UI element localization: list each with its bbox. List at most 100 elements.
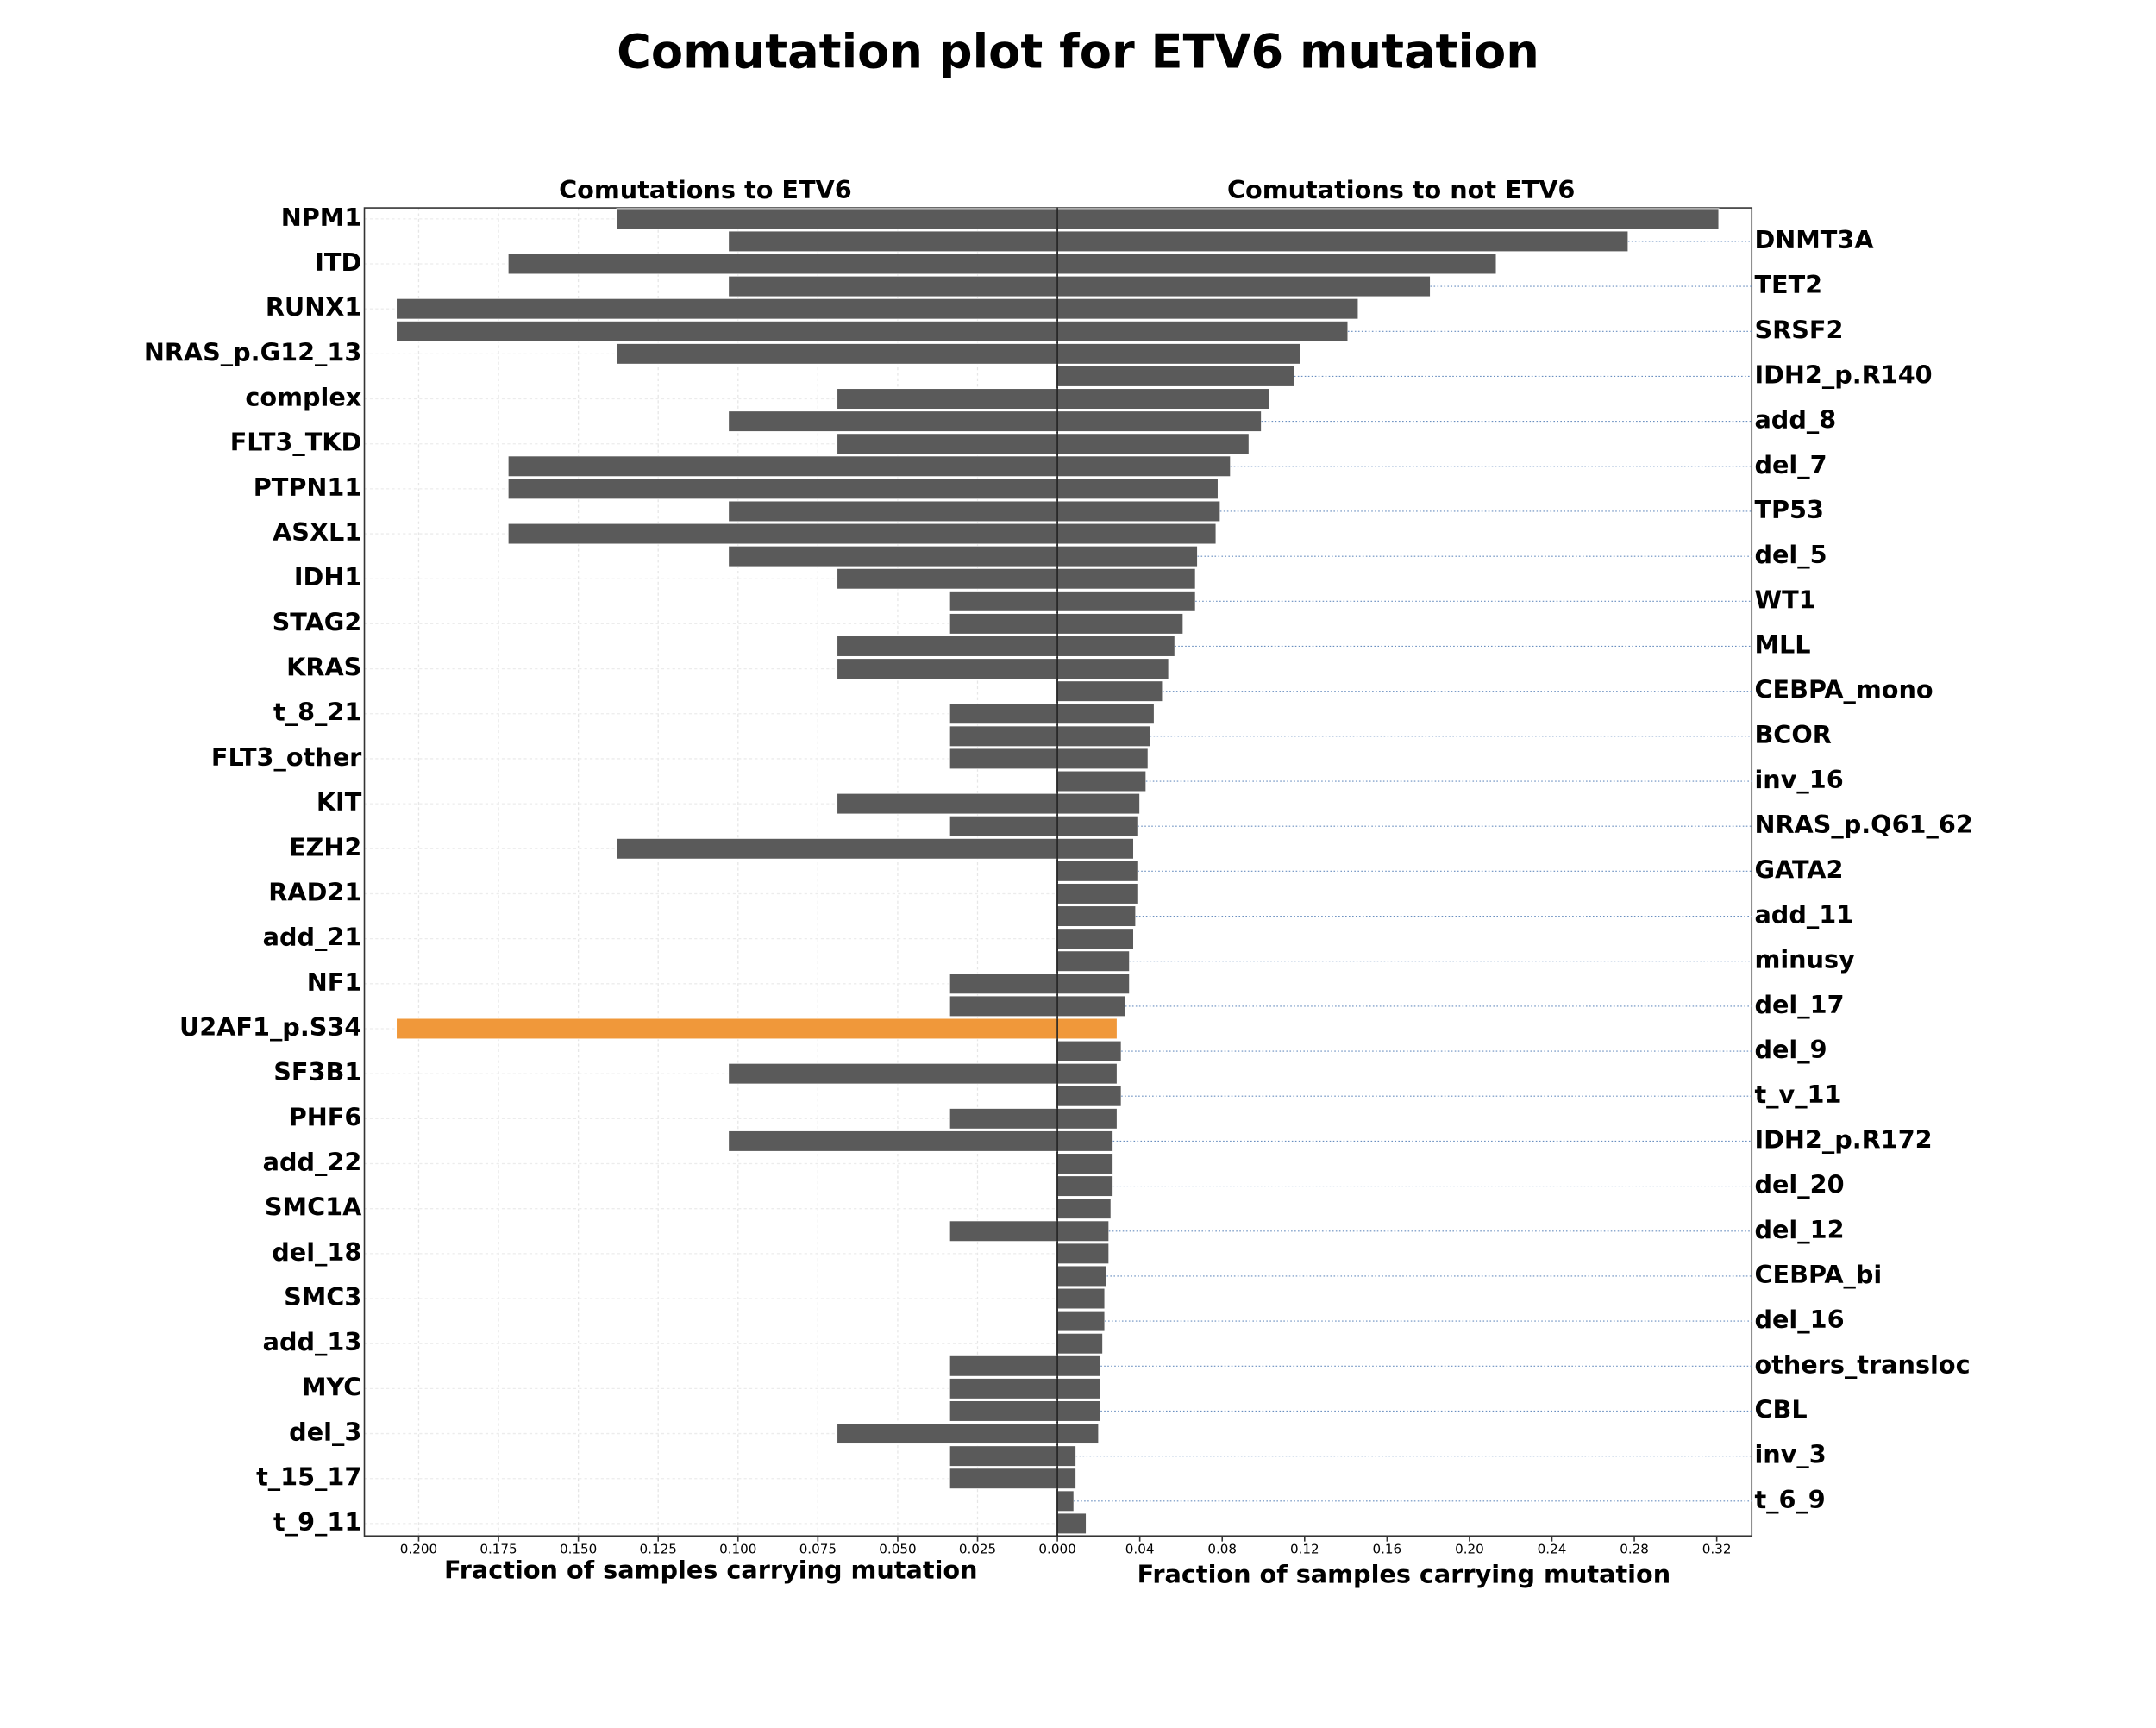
bar [948, 1445, 1058, 1468]
category-label: EZH2 [289, 832, 361, 861]
x-tick-label: 0.04 [1125, 1542, 1155, 1557]
bar [1056, 1287, 1106, 1310]
x-tick-label: 0.100 [719, 1542, 756, 1557]
bar [728, 230, 1058, 253]
category-label: add_21 [263, 923, 362, 952]
bar [1056, 1040, 1122, 1062]
bar [1056, 1175, 1114, 1198]
bar [1056, 883, 1138, 905]
category-label: SMC1A [265, 1193, 362, 1222]
bar [1056, 1512, 1087, 1535]
bar [948, 612, 1058, 635]
bar [1056, 455, 1232, 478]
bar [1056, 297, 1359, 320]
bar [837, 792, 1058, 815]
bar [1056, 792, 1141, 815]
category-label: KIT [317, 787, 362, 817]
bar [1056, 1310, 1106, 1332]
x-tick-label: 0.150 [560, 1542, 597, 1557]
bar [1056, 208, 1720, 230]
category-label: SRSF2 [1754, 315, 1843, 344]
category-label: SMC3 [284, 1282, 361, 1312]
bar [1056, 1017, 1118, 1040]
category-label: STAG2 [273, 607, 362, 636]
bar [1056, 1243, 1110, 1265]
bar [507, 478, 1058, 500]
bar [1056, 815, 1138, 837]
category-label: ASXL1 [273, 517, 361, 547]
category-label: NF1 [307, 967, 362, 997]
bar [507, 253, 1058, 275]
bar [1056, 230, 1629, 253]
x-tick-label: 0.20 [1455, 1542, 1484, 1557]
category-label: CBL [1754, 1394, 1807, 1424]
bar [1056, 1355, 1101, 1377]
bar [948, 703, 1058, 725]
bar [1056, 1198, 1112, 1220]
x-tick-label: 0.200 [400, 1542, 437, 1557]
bar [948, 1400, 1058, 1422]
bar [1056, 1107, 1118, 1130]
category-label: t_8_21 [273, 698, 361, 727]
category-label: complex [245, 383, 361, 412]
bar [1056, 1265, 1107, 1287]
category-label: del_9 [1754, 1035, 1827, 1064]
category-label: del_12 [1754, 1215, 1844, 1244]
bar [1056, 410, 1263, 433]
bar [1056, 366, 1295, 387]
bar [1056, 478, 1219, 500]
bar [616, 837, 1058, 860]
bar [837, 1423, 1058, 1444]
bar [837, 433, 1058, 455]
subplot-title: Comutations to not ETV6 [1227, 175, 1575, 204]
bar [1056, 1490, 1075, 1512]
x-tick-label: 0.000 [1038, 1542, 1075, 1557]
subplot-title: Comutations to ETV6 [559, 175, 852, 204]
category-label: TP53 [1754, 495, 1824, 524]
category-label: add_8 [1754, 405, 1836, 435]
category-label: del_16 [1754, 1305, 1844, 1334]
category-label: FLT3_TKD [230, 428, 362, 457]
bar [1056, 658, 1169, 680]
category-label: inv_16 [1754, 765, 1843, 794]
category-label: PTPN11 [254, 473, 362, 502]
bar [948, 1220, 1058, 1243]
category-label: DNMT3A [1754, 225, 1874, 254]
category-label: IDH2_p.R140 [1754, 360, 1932, 389]
category-label: IDH2_p.R172 [1754, 1124, 1932, 1154]
bar [1056, 1400, 1101, 1422]
category-label: t_6_9 [1754, 1485, 1825, 1514]
bar [948, 1377, 1058, 1399]
category-label: SF3B1 [273, 1057, 361, 1086]
x-tick-label: 0.075 [799, 1542, 837, 1557]
bar [728, 1062, 1058, 1085]
category-label: ITD [315, 247, 361, 277]
category-label: KRAS [286, 653, 361, 682]
bar [1056, 703, 1155, 725]
bar [396, 297, 1058, 320]
bar [1056, 995, 1126, 1017]
bar [1056, 388, 1270, 410]
category-label: GATA2 [1754, 855, 1843, 884]
bar [1056, 342, 1301, 365]
x-tick-label: 0.32 [1702, 1542, 1732, 1557]
x-tick-label: 0.025 [959, 1542, 996, 1557]
category-label: NPM1 [281, 203, 362, 232]
x-axis-label: Fraction of samples carrying mutation [1138, 1559, 1671, 1588]
bar [728, 410, 1058, 433]
bar [396, 320, 1058, 342]
category-label: inv_3 [1754, 1440, 1826, 1469]
bar [948, 1107, 1058, 1130]
category-label: add_13 [263, 1327, 362, 1356]
bar [837, 388, 1058, 410]
x-axis-label: Fraction of samples carrying mutation [444, 1556, 978, 1585]
bar [1056, 1085, 1122, 1107]
x-tick-label: 0.08 [1207, 1542, 1237, 1557]
category-label: RAD21 [268, 877, 361, 906]
category-label: del_3 [289, 1418, 361, 1447]
bar [616, 208, 1058, 230]
category-label: MLL [1754, 629, 1810, 659]
bar [948, 995, 1058, 1017]
category-label: del_5 [1754, 540, 1827, 569]
category-label: minusy [1754, 945, 1855, 974]
